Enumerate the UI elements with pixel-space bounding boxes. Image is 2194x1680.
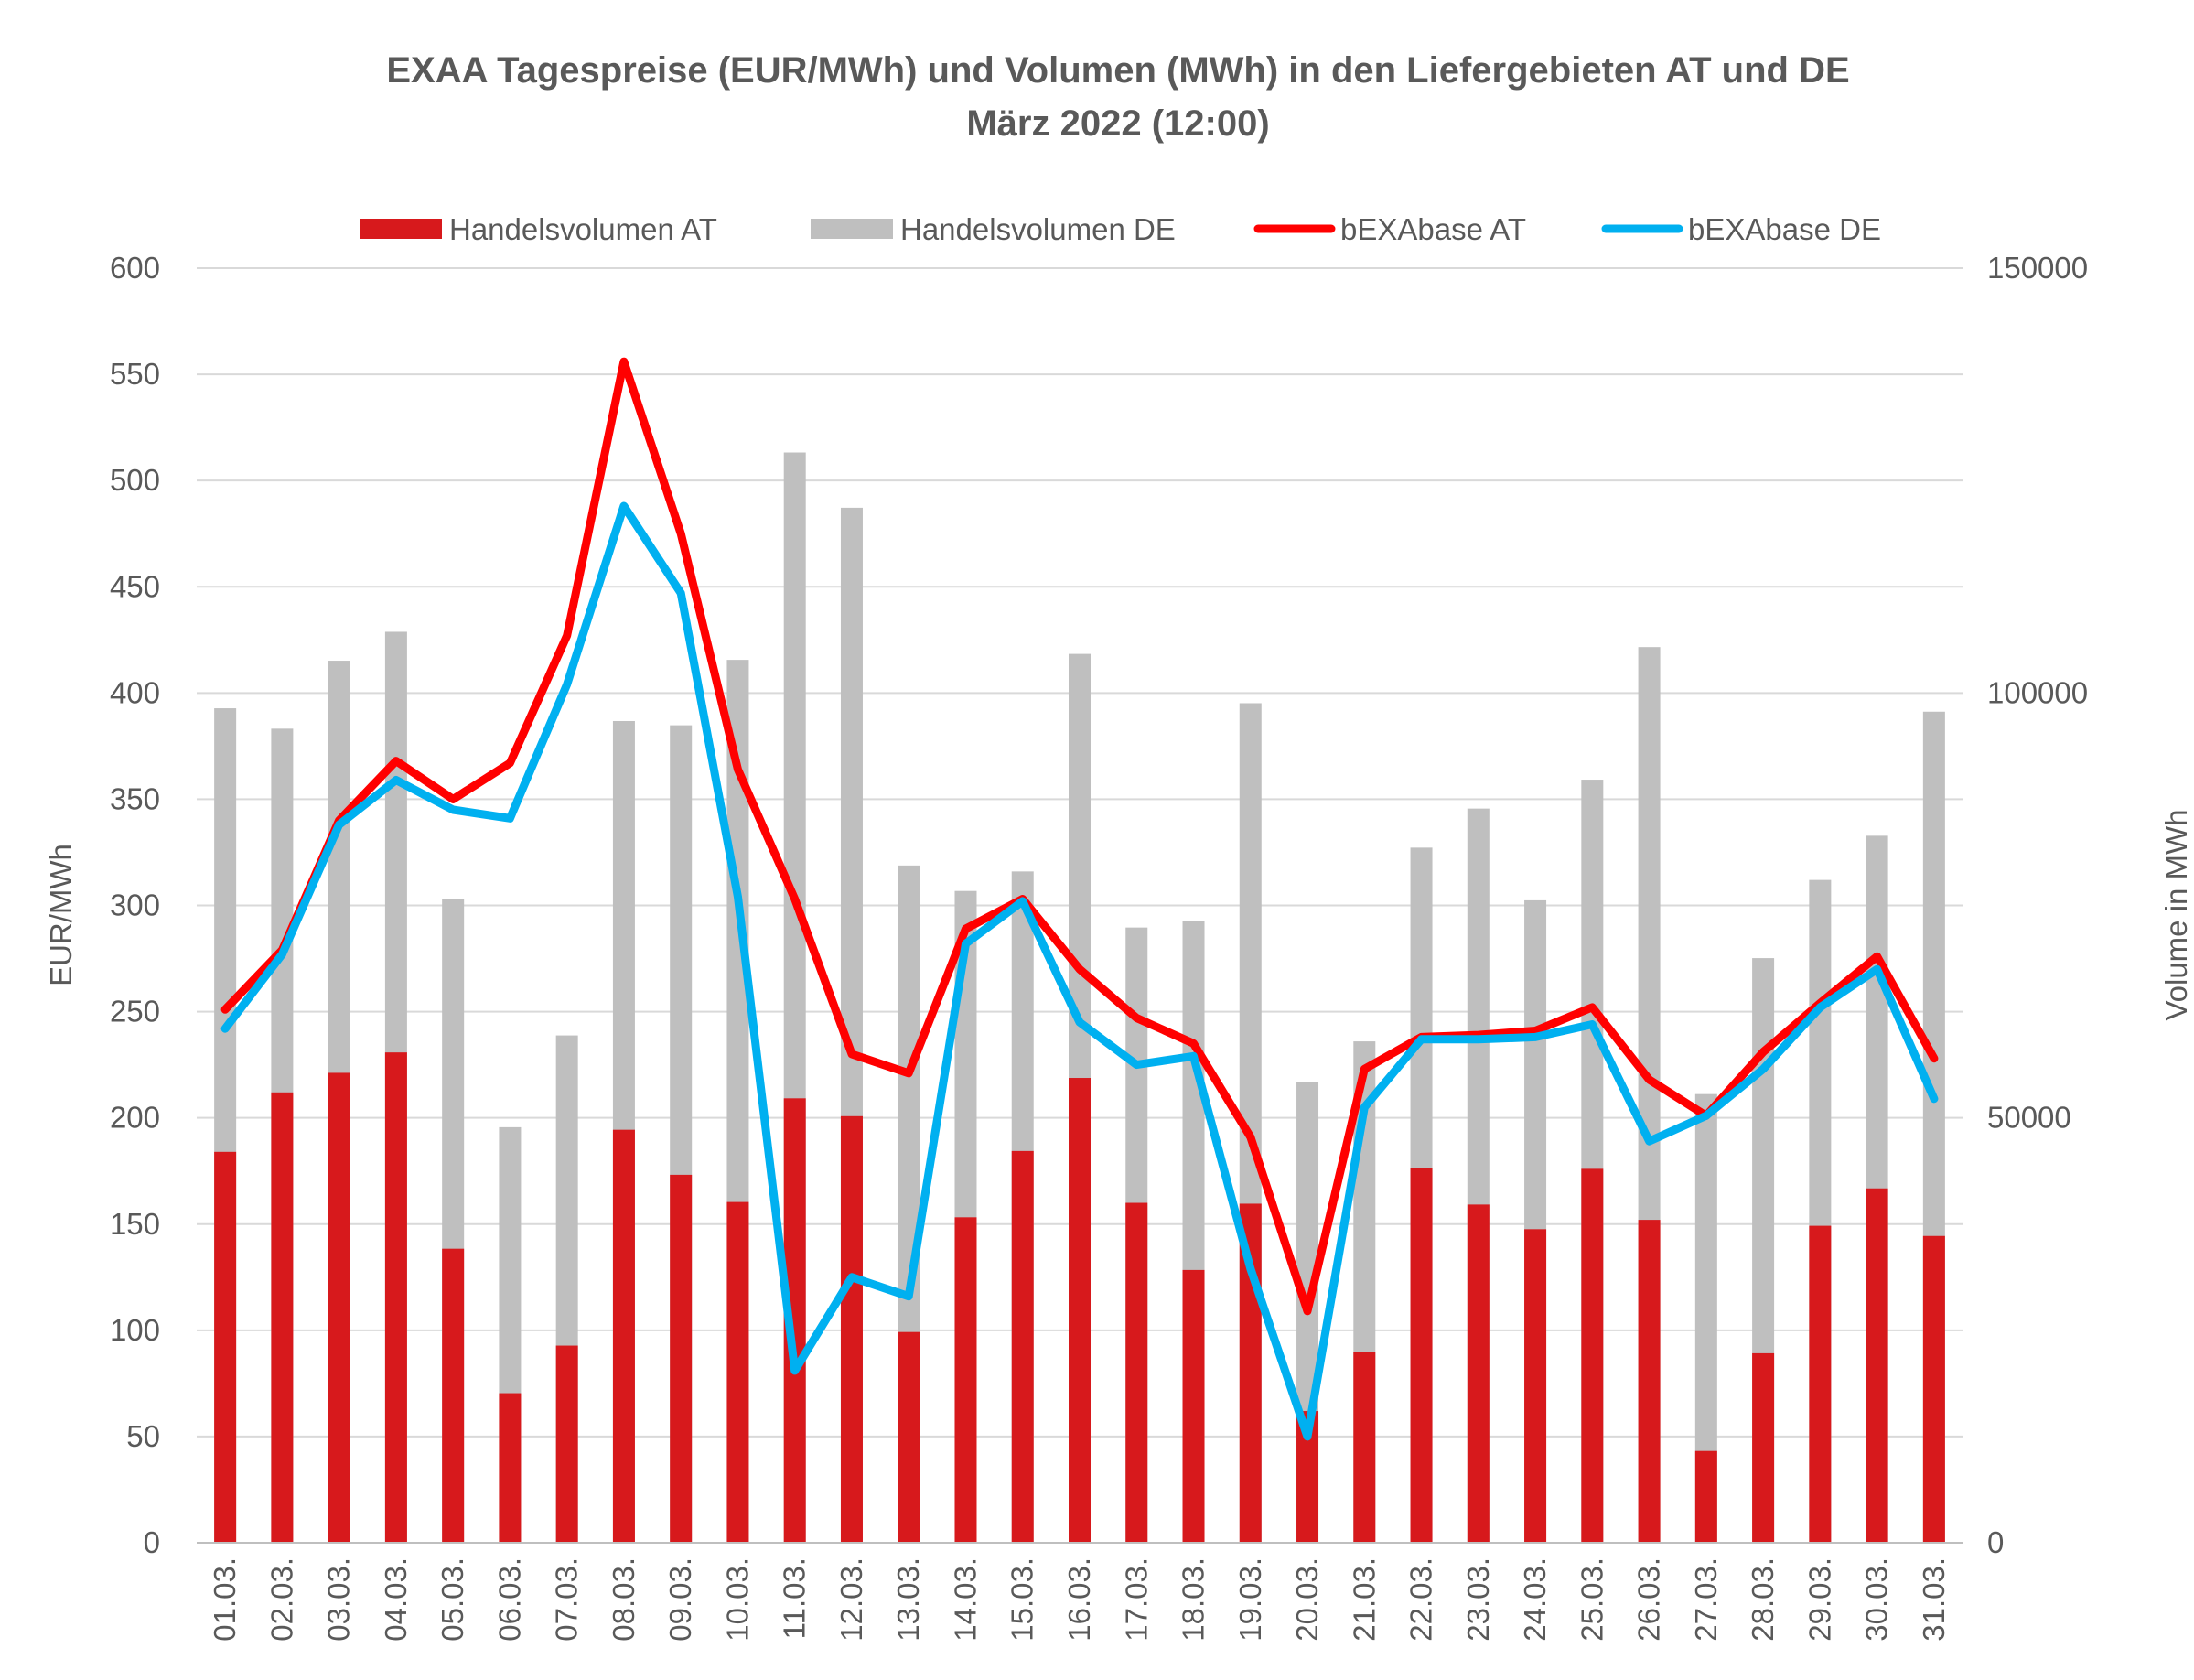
bar-handelsvolumen-at — [1581, 1168, 1604, 1543]
x-tick-label: 12.03. — [834, 1557, 868, 1642]
x-tick-label: 29.03. — [1802, 1557, 1836, 1642]
bar-handelsvolumen-at — [1011, 1150, 1034, 1543]
x-tick-label: 10.03. — [720, 1557, 754, 1642]
x-tick-label: 24.03. — [1518, 1557, 1552, 1642]
bar-handelsvolumen-at — [1638, 1220, 1661, 1543]
y-tick-label: 550 — [110, 357, 160, 391]
bar-handelsvolumen-at — [1809, 1225, 1832, 1543]
x-tick-label: 26.03. — [1632, 1557, 1666, 1642]
y-tick-label: 250 — [110, 995, 160, 1028]
x-tick-label: 23.03. — [1461, 1557, 1495, 1642]
x-tick-label: 20.03. — [1290, 1557, 1324, 1642]
y-tick-label: 350 — [110, 781, 160, 815]
bar-handelsvolumen-at — [1353, 1352, 1376, 1543]
bar-handelsvolumen-at — [555, 1345, 578, 1543]
legend-swatch-handelsvolumen-at — [360, 219, 442, 239]
y-tick-label: 200 — [110, 1101, 160, 1135]
x-tick-label: 09.03. — [663, 1557, 697, 1642]
bar-handelsvolumen-at — [1410, 1168, 1433, 1543]
x-tick-label: 22.03. — [1404, 1557, 1438, 1642]
legend-label-handelsvolumen-at: Handelsvolumen AT — [449, 212, 717, 246]
x-tick-label: 18.03. — [1177, 1557, 1210, 1642]
bar-handelsvolumen-at — [499, 1393, 522, 1543]
y2-tick-label: 150000 — [1987, 251, 2088, 285]
bar-handelsvolumen-at — [1182, 1269, 1205, 1543]
y2-axis-title: Volume in MWh — [2159, 809, 2193, 1020]
bar-handelsvolumen-at — [328, 1072, 350, 1543]
line-bexabase-at — [220, 357, 1939, 1316]
bar-handelsvolumen-at — [214, 1151, 237, 1543]
x-tick-label: 21.03. — [1347, 1557, 1381, 1642]
x-tick-label: 01.03. — [208, 1557, 242, 1642]
axes: 0 50 100 150 200 250 300 350 400 450 500 550 600 0 500… — [110, 251, 2088, 1642]
lines — [220, 357, 1939, 1441]
y-tick-label: 600 — [110, 251, 160, 285]
x-tick-label: 30.03. — [1860, 1557, 1894, 1642]
line-bexabase-de — [220, 501, 1939, 1441]
bar-handelsvolumen-at — [1125, 1202, 1148, 1543]
legend: Handelsvolumen AT Handelsvolumen DE bEXAba… — [360, 212, 1881, 246]
bar-handelsvolumen-at — [670, 1174, 693, 1543]
x-tick-label: 16.03. — [1062, 1557, 1096, 1642]
y-tick-label: 100 — [110, 1313, 160, 1347]
legend-label-handelsvolumen-de: Handelsvolumen DE — [900, 212, 1176, 246]
x-tick-label: 11.03. — [778, 1557, 812, 1639]
x-tick-label: 17.03. — [1119, 1557, 1153, 1642]
x-tick-label: 03.03. — [322, 1557, 356, 1642]
bar-handelsvolumen-at — [1524, 1229, 1547, 1543]
x-tick-label: 13.03. — [891, 1557, 925, 1642]
legend-label-bexabase-de: bEXAbase DE — [1688, 212, 1881, 246]
bar-handelsvolumen-at — [612, 1129, 635, 1543]
bar-handelsvolumen-at — [726, 1201, 749, 1543]
bar-handelsvolumen-at — [384, 1052, 407, 1543]
bars — [214, 452, 1945, 1544]
bar-handelsvolumen-at — [840, 1115, 863, 1543]
y2-tick-label: 100000 — [1987, 675, 2088, 709]
bar-handelsvolumen-at — [898, 1331, 920, 1543]
bar-handelsvolumen-at — [1752, 1352, 1775, 1543]
x-tick-label: 06.03. — [492, 1557, 526, 1642]
x-tick-label: 08.03. — [607, 1557, 640, 1642]
x-tick-label: 31.03. — [1917, 1557, 1951, 1642]
x-tick-label: 19.03. — [1233, 1557, 1267, 1642]
x-tick-label: 25.03. — [1575, 1557, 1608, 1642]
legend-label-bexabase-at: bEXAbase AT — [1340, 212, 1526, 246]
y2-tick-label: 50000 — [1987, 1101, 2071, 1135]
y-tick-label: 0 — [144, 1525, 160, 1559]
y-tick-label: 50 — [126, 1419, 160, 1453]
bar-handelsvolumen-at — [1694, 1450, 1717, 1543]
x-tick-label: 04.03. — [379, 1557, 413, 1642]
bar-handelsvolumen-at — [954, 1217, 977, 1543]
y-tick-label: 450 — [110, 569, 160, 603]
y-tick-label: 500 — [110, 463, 160, 497]
x-tick-label: 02.03. — [264, 1557, 298, 1642]
bar-handelsvolumen-at — [1922, 1235, 1945, 1543]
bar-handelsvolumen-at — [271, 1092, 294, 1543]
y-axis-title: EUR/MWh — [44, 844, 78, 986]
x-tick-label: 14.03. — [948, 1557, 982, 1642]
chart-subtitle: März 2022 (12:00) — [966, 103, 1269, 144]
chart-title: EXAA Tagespreise (EUR/MWh) und Volumen (… — [386, 50, 1849, 91]
x-tick-label: 28.03. — [1746, 1557, 1780, 1642]
bar-handelsvolumen-at — [1069, 1078, 1091, 1543]
x-tick-label: 27.03. — [1689, 1557, 1723, 1642]
y-tick-label: 300 — [110, 888, 160, 922]
y-tick-label: 400 — [110, 675, 160, 709]
y2-tick-label: 0 — [1987, 1525, 2004, 1559]
legend-swatch-handelsvolumen-de — [811, 219, 893, 239]
x-tick-label: 07.03. — [550, 1557, 584, 1642]
x-tick-label: 05.03. — [436, 1557, 469, 1642]
bar-handelsvolumen-at — [1866, 1188, 1888, 1543]
bar-handelsvolumen-at — [442, 1248, 465, 1543]
x-tick-label: 15.03. — [1006, 1557, 1039, 1642]
y-tick-label: 150 — [110, 1207, 160, 1241]
bar-handelsvolumen-at — [1467, 1204, 1490, 1543]
